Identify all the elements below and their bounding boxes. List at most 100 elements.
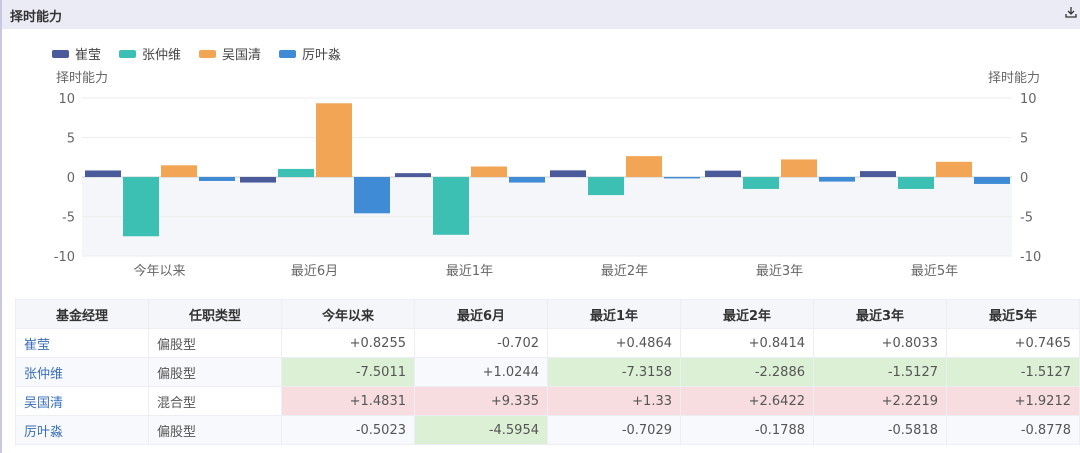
bar-吴国清[interactable] bbox=[781, 159, 817, 177]
value-cell: -0.5023 bbox=[281, 415, 415, 445]
type-cell: 偏股型 bbox=[148, 328, 282, 358]
value-cell: +2.2219 bbox=[813, 386, 947, 416]
value-cell: -4.5954 bbox=[414, 415, 548, 445]
value-cell: -0.5818 bbox=[813, 415, 947, 445]
bar-张仲维[interactable] bbox=[743, 177, 779, 189]
legend-item[interactable]: 厉叶淼 bbox=[279, 44, 341, 63]
manager-link[interactable]: 张仲维 bbox=[15, 357, 149, 387]
bar-崔莹[interactable] bbox=[395, 173, 431, 177]
value-cell: -1.5127 bbox=[946, 357, 1080, 387]
bar-崔莹[interactable] bbox=[860, 171, 896, 177]
bar-张仲维[interactable] bbox=[278, 168, 314, 177]
chart-legend: 崔莹 张仲维 吴国清 厉叶淼 bbox=[52, 44, 341, 63]
y-tick-left: 0 bbox=[67, 171, 75, 186]
column-header[interactable]: 任职类型 bbox=[148, 299, 282, 329]
bar-崔莹[interactable] bbox=[240, 177, 276, 183]
bar-吴国清[interactable] bbox=[316, 103, 352, 177]
table-row: 崔莹 偏股型 +0.8255 -0.702 +0.4864 +0.8414 +0.8033 +… bbox=[15, 328, 1080, 358]
x-tick-label: 最近5年 bbox=[911, 264, 958, 279]
timing-table: 基金经理 任职类型 今年以来 最近6月 最近1年 最近2年 最近3年 最近5年 崔莹 偏股型 +0.… bbox=[15, 299, 1080, 445]
bar-吴国清[interactable] bbox=[471, 166, 507, 177]
legend-label: 吴国清 bbox=[222, 48, 262, 63]
bar-厉叶淼[interactable] bbox=[509, 177, 545, 183]
table-row: 张仲维 偏股型 -7.5011 +1.0244 -7.3158 -2.2886 -1.512… bbox=[15, 357, 1080, 387]
download-icon[interactable] bbox=[1064, 5, 1078, 19]
panel-header: 择时能力 bbox=[2, 0, 1080, 29]
column-header[interactable]: 最近1年 bbox=[547, 299, 681, 329]
legend-swatch bbox=[279, 49, 297, 58]
bar-吴国清[interactable] bbox=[936, 161, 972, 177]
legend-swatch bbox=[52, 49, 69, 58]
bar-厉叶淼[interactable] bbox=[819, 177, 855, 182]
column-header[interactable]: 基金经理 bbox=[15, 299, 149, 329]
value-cell: +1.33 bbox=[547, 386, 681, 416]
type-cell: 混合型 bbox=[148, 386, 282, 416]
value-cell: +0.8255 bbox=[281, 328, 415, 358]
legend-item[interactable]: 吴国清 bbox=[199, 44, 261, 63]
x-tick-label: 最近3年 bbox=[756, 264, 803, 279]
type-cell: 偏股型 bbox=[148, 415, 282, 445]
value-cell: +2.6422 bbox=[680, 386, 814, 416]
column-header[interactable]: 最近2年 bbox=[680, 299, 814, 329]
manager-link[interactable]: 厉叶淼 bbox=[15, 415, 149, 445]
bar-厉叶淼[interactable] bbox=[199, 177, 235, 181]
manager-link[interactable]: 吴国清 bbox=[15, 386, 149, 416]
y-tick-right: -5 bbox=[1020, 211, 1033, 226]
column-header[interactable]: 今年以来 bbox=[281, 299, 415, 329]
x-tick-label: 最近6月 bbox=[291, 264, 338, 279]
manager-link[interactable]: 崔莹 bbox=[15, 328, 149, 358]
y-tick-left: 10 bbox=[58, 92, 75, 107]
y-tick-right: 0 bbox=[1020, 171, 1028, 186]
value-cell: -7.5011 bbox=[281, 357, 415, 387]
y-tick-right: 10 bbox=[1020, 92, 1037, 107]
value-cell: +1.4831 bbox=[281, 386, 415, 416]
value-cell: -7.3158 bbox=[547, 357, 681, 387]
x-tick-label: 最近2年 bbox=[601, 264, 648, 279]
bar-崔莹[interactable] bbox=[85, 170, 121, 177]
value-cell: -0.1788 bbox=[680, 415, 814, 445]
legend-item[interactable]: 崔莹 bbox=[52, 44, 101, 63]
table-row: 厉叶淼 偏股型 -0.5023 -4.5954 -0.7029 -0.1788 -0.581… bbox=[15, 415, 1080, 445]
bar-厉叶淼[interactable] bbox=[354, 177, 390, 214]
bar-崔莹[interactable] bbox=[705, 170, 741, 177]
y-tick-left: 5 bbox=[67, 132, 75, 147]
bar-崔莹[interactable] bbox=[550, 170, 586, 177]
legend-item[interactable]: 张仲维 bbox=[119, 44, 181, 63]
value-cell: +9.335 bbox=[414, 386, 548, 416]
value-cell: +0.8414 bbox=[680, 328, 814, 358]
value-cell: -2.2886 bbox=[680, 357, 814, 387]
y-axis-label-left: 择时能力 bbox=[56, 71, 108, 86]
x-tick-label: 今年以来 bbox=[133, 263, 185, 279]
value-cell: +0.7465 bbox=[946, 328, 1080, 358]
legend-label: 厉叶淼 bbox=[302, 48, 342, 63]
bar-张仲维[interactable] bbox=[123, 177, 159, 237]
legend-swatch bbox=[119, 49, 137, 58]
bar-厉叶淼[interactable] bbox=[664, 177, 700, 179]
bar-张仲维[interactable] bbox=[433, 177, 469, 235]
bar-吴国清[interactable] bbox=[626, 156, 662, 177]
value-cell: +1.9212 bbox=[946, 386, 1080, 416]
column-header[interactable]: 最近5年 bbox=[946, 299, 1080, 329]
y-tick-right: -10 bbox=[1020, 250, 1041, 265]
legend-swatch bbox=[199, 49, 217, 58]
panel-title: 择时能力 bbox=[10, 10, 63, 25]
table-row: 吴国清 混合型 +1.4831 +9.335 +1.33 +2.6422 +2.2219 +1… bbox=[15, 386, 1080, 416]
bar-吴国清[interactable] bbox=[161, 165, 197, 177]
y-axis-label-right: 择时能力 bbox=[988, 71, 1040, 86]
value-cell: -1.5127 bbox=[813, 357, 947, 387]
legend-label: 张仲维 bbox=[142, 48, 182, 63]
bar-张仲维[interactable] bbox=[898, 177, 934, 189]
x-tick-label: 最近1年 bbox=[446, 264, 493, 279]
bar-厉叶淼[interactable] bbox=[974, 177, 1010, 184]
legend-label: 崔莹 bbox=[75, 48, 102, 63]
type-cell: 偏股型 bbox=[148, 357, 282, 387]
y-tick-right: 5 bbox=[1020, 132, 1028, 147]
column-header[interactable]: 最近6月 bbox=[414, 299, 548, 329]
value-cell: -0.702 bbox=[414, 328, 548, 358]
value-cell: +1.0244 bbox=[414, 357, 548, 387]
y-tick-left: -10 bbox=[54, 250, 75, 265]
bar-张仲维[interactable] bbox=[588, 177, 624, 196]
value-cell: +0.8033 bbox=[813, 328, 947, 358]
value-cell: -0.7029 bbox=[547, 415, 681, 445]
column-header[interactable]: 最近3年 bbox=[813, 299, 947, 329]
